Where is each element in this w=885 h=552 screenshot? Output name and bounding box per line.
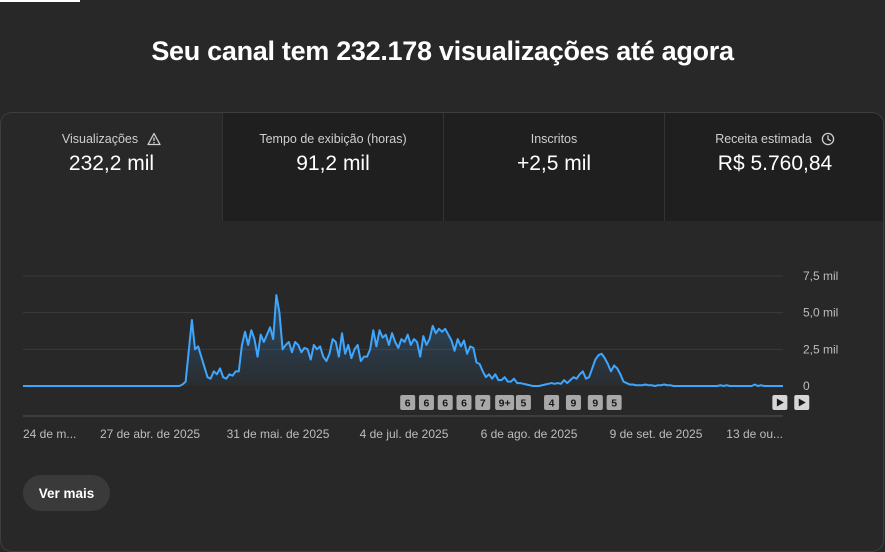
metric-label: Receita estimada [715, 132, 812, 146]
metrics-row: Visualizações 232,2 mil Tempo de exibiçã… [1, 113, 883, 221]
event-marker-count: 5 [520, 398, 526, 410]
metric-subscribers[interactable]: Inscritos +2,5 mil [443, 113, 664, 221]
event-marker [565, 395, 581, 410]
event-marker [495, 395, 515, 410]
event-marker [400, 395, 416, 410]
x-tick-label: 13 de ou... [726, 427, 783, 441]
event-marker [475, 395, 491, 410]
event-marker-count: 9+ [499, 398, 511, 410]
event-marker-count: 6 [424, 398, 430, 410]
warning-icon[interactable] [147, 132, 161, 146]
metric-label: Tempo de exibição (horas) [259, 132, 407, 146]
x-tick-label: 6 de ago. de 2025 [481, 427, 578, 441]
event-marker-count: 5 [611, 398, 617, 410]
metric-value: R$ 5.760,84 [717, 152, 833, 175]
y-tick-label: 0 [803, 379, 810, 393]
metric-value: +2,5 mil [516, 152, 592, 175]
event-marker [544, 395, 560, 410]
metric-label: Inscritos [530, 132, 578, 146]
event-marker [418, 395, 434, 410]
metric-label: Visualizações [61, 132, 139, 146]
event-marker-count: 9 [592, 398, 598, 410]
y-tick-label: 7,5 mil [803, 269, 838, 283]
metric-watch-time[interactable]: Tempo de exibição (horas) 91,2 mil [222, 113, 443, 221]
x-tick-label: 9 de set. de 2025 [610, 427, 703, 441]
metric-value: 91,2 mil [296, 152, 370, 175]
event-marker-count: 4 [549, 398, 555, 410]
event-marker [437, 395, 453, 410]
event-marker [456, 395, 472, 410]
play-icon [776, 398, 784, 407]
event-marker-count: 9 [571, 398, 577, 410]
event-marker-count: 7 [480, 398, 486, 410]
x-tick-label: 27 de abr. de 2025 [100, 427, 200, 441]
metric-revenue[interactable]: Receita estimada R$ 5.760,84 [664, 113, 883, 221]
clock-icon[interactable] [821, 132, 835, 146]
metric-value: 232,2 mil [68, 152, 155, 175]
metric-views[interactable]: Visualizações 232,2 mil [1, 113, 222, 221]
series-line [23, 294, 783, 387]
active-tab-indicator [0, 0, 80, 2]
event-marker-count: 6 [461, 398, 467, 410]
see-more-button[interactable]: Ver mais [23, 475, 110, 511]
x-tick-label: 4 de jul. de 2025 [360, 427, 449, 441]
event-marker-count: 6 [442, 398, 448, 410]
event-marker [606, 395, 622, 410]
event-marker [587, 395, 603, 410]
analytics-card: Visualizações 232,2 mil Tempo de exibiçã… [0, 112, 884, 552]
y-tick-label: 5,0 mil [803, 306, 838, 320]
event-marker [515, 395, 531, 410]
play-icon [798, 398, 806, 407]
event-marker-count: 6 [405, 398, 411, 410]
x-tick-label: 24 de m... [23, 427, 76, 441]
x-tick-label: 31 de mai. de 2025 [227, 427, 330, 441]
y-tick-label: 2,5 mil [803, 342, 838, 356]
page-title: Seu canal tem 232.178 visualizações até … [151, 36, 734, 66]
